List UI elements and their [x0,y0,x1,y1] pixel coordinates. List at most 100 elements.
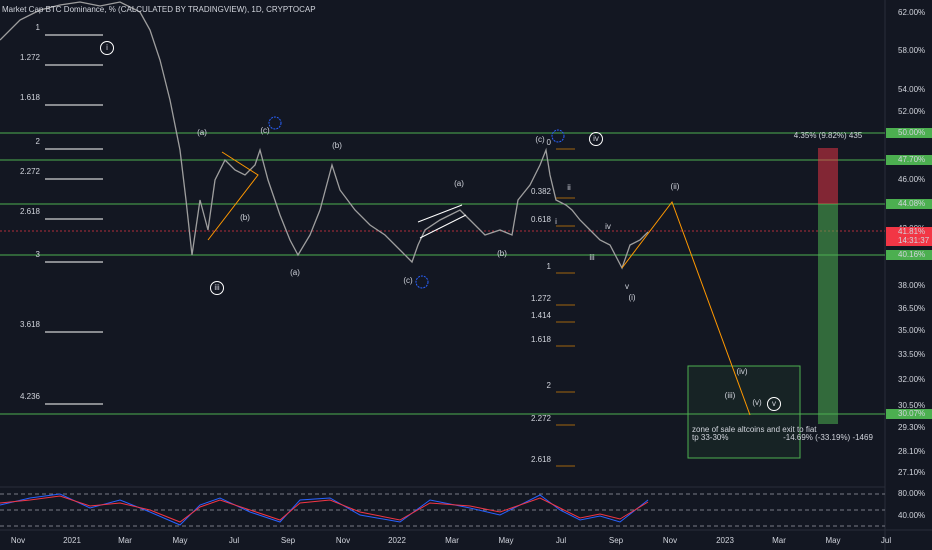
fib-label: 1.272 [531,294,552,303]
fib-label: 2 [547,381,552,390]
price-label-box [886,155,932,165]
fib-label: 0.618 [531,215,552,224]
price-label-box [886,250,932,260]
price-label: 54.00% [898,85,925,94]
wave-label: v [772,399,776,408]
price-label: 58.00% [898,46,925,55]
target-box [818,204,838,424]
annotation: tp 33-30% [692,433,728,442]
wave-circle [100,41,114,55]
price-label: 30.07% [898,409,925,418]
price-label: 33.50% [898,350,925,359]
price-path [0,1,649,270]
price-label: 47.70% [898,155,925,164]
sale-zone [687,365,801,459]
time-label: May [825,536,840,545]
wave-circle [589,132,603,146]
wave-label: i [106,43,108,52]
time-label: 2021 [63,536,81,545]
price-label: 38.00% [898,281,925,290]
fib-label: 1.272 [20,53,41,62]
price-label: 41.81% [898,227,925,236]
fib-label: 3.618 [20,320,41,329]
rsi-line [0,495,649,523]
time-label: Nov [336,536,350,545]
fib-label: 1 [36,23,41,32]
fib-label: 1 [547,262,552,271]
time-label: Mar [772,536,786,545]
price-label-box [886,227,932,237]
projection [621,200,751,416]
time-label: Nov [663,536,677,545]
price-label: 28.10% [898,447,925,456]
price-label: 46.00% [898,175,925,184]
wave-label: i [555,217,557,226]
fib-label: 2.618 [20,207,41,216]
annotation: 4.35% (9.82%) 435 [794,131,863,140]
wave-label: (a) [197,128,207,137]
price-label: 50.00% [898,128,925,137]
levels [0,132,885,415]
time-label: Nov [11,536,25,545]
triangle [207,151,259,241]
wave-label: (a) [454,179,464,188]
fib-label: 2.272 [20,167,41,176]
time-label: Jul [881,536,891,545]
wave-label: (c) [403,276,413,285]
price-label: 14:31:37 [898,236,930,245]
wave-label: iv [593,134,599,143]
annotation: zone of sale altcoins and exit to fiat [692,425,817,434]
price-label: 35.00% [898,326,925,335]
time-label: 2023 [716,536,734,545]
wedge [419,214,467,239]
wave-label: iii [589,253,595,262]
price-label: 32.00% [898,375,925,384]
price-label: 27.10% [898,468,925,477]
marker [415,275,429,289]
time-label: Sep [609,536,624,545]
fib-label: 1.618 [20,93,41,102]
wave-label: (a) [290,268,300,277]
wave-circle [210,281,224,295]
time-label: May [498,536,513,545]
fib-label: 2.618 [531,455,552,464]
rsi-label: 80.00% [898,489,925,498]
price-label: 52.00% [898,107,925,116]
fib-label: 3 [36,250,41,259]
fib-label: 0 [547,138,552,147]
time-label: May [172,536,187,545]
wave-label: (c) [535,135,545,144]
wave-label: (v) [752,398,762,407]
fib-label: 0.382 [531,187,552,196]
price-label-box [886,236,932,246]
wave-label: (b) [332,141,342,150]
price-label: 44.08% [898,199,925,208]
time-label: Jul [556,536,566,545]
time-label: Mar [118,536,132,545]
price-label-box [886,409,932,419]
risk-box [818,148,838,204]
wave-label: (iv) [736,367,747,376]
wave-label: v [625,282,629,291]
fib-label: 2.272 [531,414,552,423]
fib-label: 2 [36,137,41,146]
price-label: 36.50% [898,304,925,313]
time-label: Mar [445,536,459,545]
fib-label: 1.618 [531,335,552,344]
fib-label: 4.236 [20,392,41,401]
wave-label: (b) [497,249,507,258]
chart-title: Market Cap BTC Dominance, % (CALCULATED … [2,5,316,14]
price-label: 29.30% [898,423,925,432]
price-label: 30.50% [898,401,925,410]
wave-label: (iii) [725,391,736,400]
wave-label: iii [214,283,220,292]
marker [551,129,565,143]
rsi-line [0,493,649,526]
time-label: 2022 [388,536,406,545]
wave-circle [767,397,781,411]
wedge [417,204,463,223]
annotation: -14.69% (-33.19%) -1469 [783,433,873,442]
wave-label: (c) [260,126,270,135]
